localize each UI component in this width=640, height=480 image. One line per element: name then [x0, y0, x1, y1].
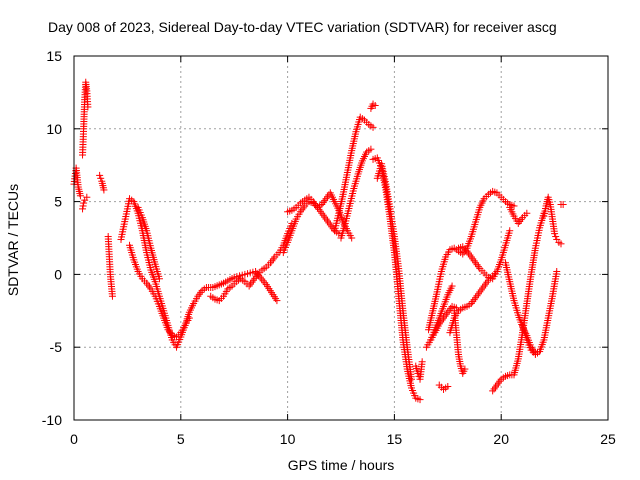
y-tick-label: 5	[54, 194, 62, 210]
chart-title: Day 008 of 2023, Sidereal Day-to-day VTE…	[48, 19, 557, 35]
data-point	[369, 123, 377, 131]
data-point	[506, 227, 514, 235]
y-tick-label: -10	[42, 412, 62, 428]
data-point	[79, 202, 87, 210]
x-tick-label: 20	[493, 431, 509, 447]
data-point	[367, 145, 375, 153]
data-point	[559, 201, 567, 209]
x-tick-label: 10	[280, 431, 296, 447]
data-point	[407, 375, 415, 383]
data-point	[371, 102, 379, 110]
y-tick-label: -5	[50, 339, 63, 355]
y-axis-title: SDTVAR / TECUs	[5, 184, 21, 296]
data-point	[80, 199, 88, 207]
data-point	[76, 192, 84, 200]
y-tick-label: 10	[46, 121, 62, 137]
data-point	[100, 186, 108, 194]
x-tick-label: 5	[177, 431, 185, 447]
data-point	[551, 230, 559, 238]
data-point	[557, 240, 565, 248]
data-point	[448, 282, 456, 290]
data-points-layer	[70, 78, 567, 404]
data-point	[97, 174, 105, 182]
data-point	[510, 202, 518, 210]
x-tick-label: 15	[387, 431, 403, 447]
y-tick-label: 15	[46, 48, 62, 64]
data-point	[553, 267, 561, 275]
x-tick-label: 0	[70, 431, 78, 447]
data-point	[348, 234, 356, 242]
plot-frame	[73, 55, 609, 421]
data-point	[185, 314, 193, 322]
data-point	[83, 193, 91, 201]
data-point	[108, 292, 116, 300]
data-point	[96, 171, 104, 179]
data-point	[84, 103, 92, 111]
ticks-layer: 0 5 10 15 20 25 -10 -5 0 5 10 15	[42, 48, 616, 447]
data-point	[273, 297, 281, 305]
data-point	[461, 365, 469, 373]
data-point	[418, 358, 426, 366]
x-tick-label: 25	[600, 431, 616, 447]
data-point	[416, 396, 424, 404]
y-tick-label: 0	[54, 266, 62, 282]
data-point	[552, 233, 560, 241]
data-point	[444, 383, 452, 391]
data-point	[79, 205, 87, 213]
data-point	[523, 209, 531, 217]
data-point	[155, 275, 163, 283]
x-axis-title: GPS time / hours	[288, 457, 395, 473]
